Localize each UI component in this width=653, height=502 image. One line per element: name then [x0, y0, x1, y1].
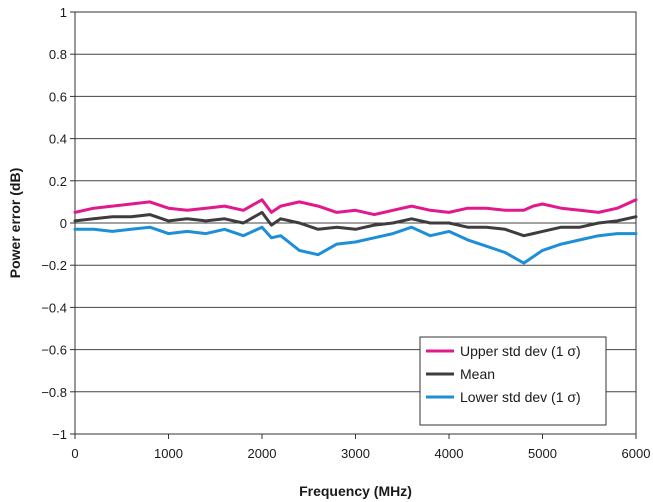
- axis-ticks: 1 0.8 0.6 0.4 0.2 0 −0.2 −0.4 −0.6 −0.8 −1 0 1000 200…: [41, 5, 650, 461]
- legend-label-upper: Upper std dev (1 σ): [460, 343, 581, 359]
- x-tick-label: 1000: [154, 446, 183, 461]
- x-tick-label: 2000: [248, 446, 277, 461]
- series-lines: [73, 198, 638, 265]
- y-tick-label: 0.8: [49, 47, 67, 62]
- legend-label-lower: Lower std dev (1 σ): [460, 389, 581, 405]
- y-tick-label: 0: [60, 216, 67, 231]
- series-line-mean: [73, 210, 638, 238]
- y-tick-label: −1: [52, 427, 67, 442]
- y-tick-label: −0.6: [41, 343, 67, 358]
- x-axis-label: Frequency (MHz): [299, 483, 412, 499]
- x-tick-label: 5000: [528, 446, 557, 461]
- y-tick-label: −0.2: [41, 258, 67, 273]
- y-tick-label: −0.8: [41, 385, 67, 400]
- y-tick-label: 1: [60, 5, 67, 20]
- y-tick-label: 0.6: [49, 89, 67, 104]
- x-tick-label: 4000: [435, 446, 464, 461]
- y-tick-label: 0.4: [49, 132, 67, 147]
- y-tick-label: 0.2: [49, 174, 67, 189]
- x-tick-label: 6000: [622, 446, 651, 461]
- x-tick-label: 0: [71, 446, 78, 461]
- y-tick-label: −0.4: [41, 300, 67, 315]
- series-line-upper: [73, 198, 638, 217]
- series-line-lower: [73, 225, 638, 265]
- legend: Upper std dev (1 σ) Mean Lower std dev (…: [419, 336, 607, 426]
- legend-label-mean: Mean: [460, 366, 495, 382]
- y-axis-label: Power error (dB): [7, 168, 23, 278]
- x-tick-label: 3000: [341, 446, 370, 461]
